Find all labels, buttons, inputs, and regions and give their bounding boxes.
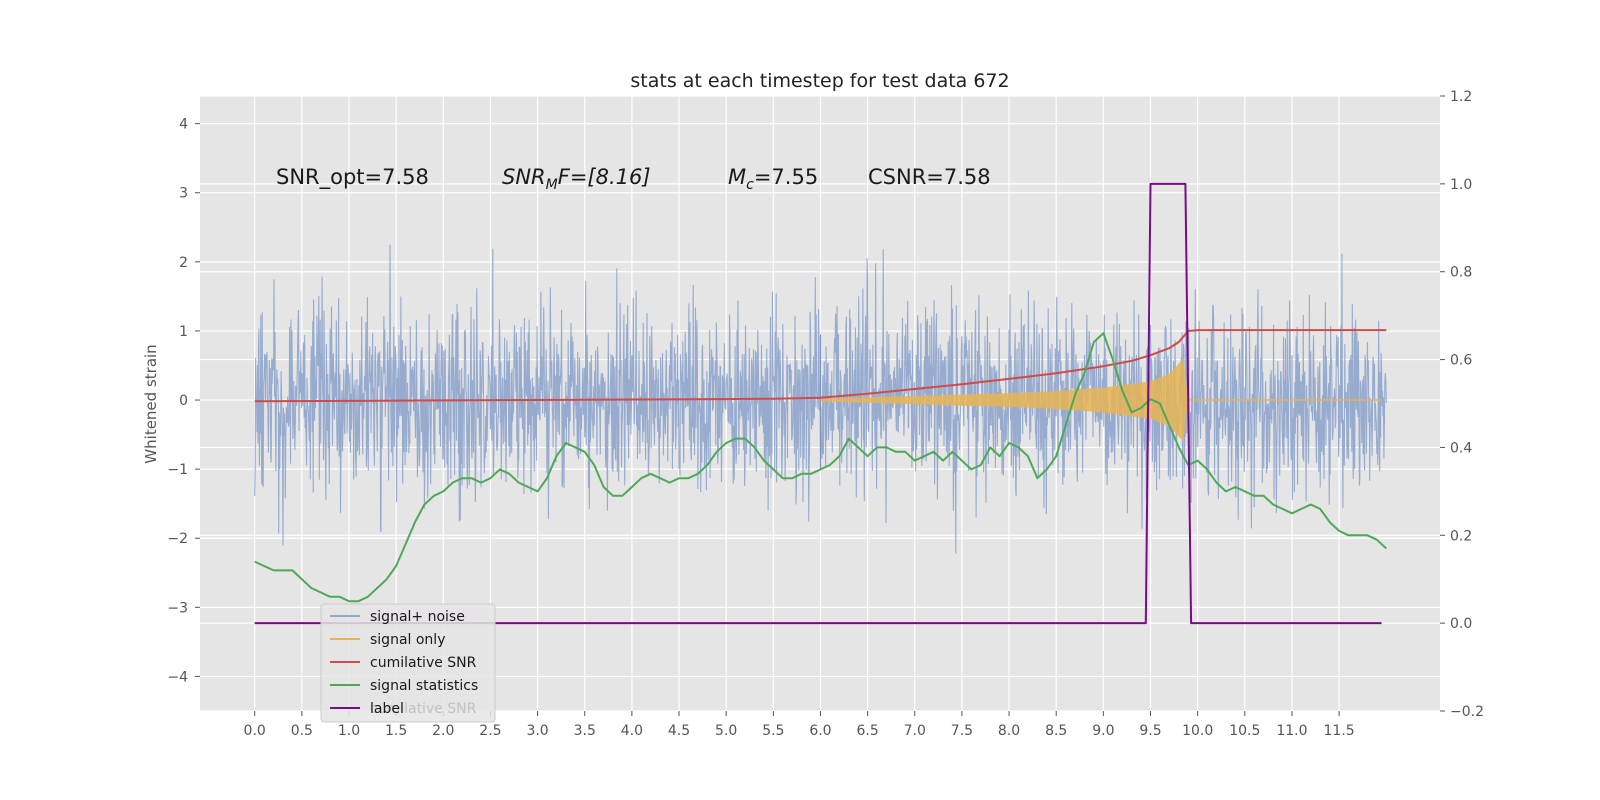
y-tick-label: 2	[179, 255, 188, 271]
annotation-snr-mf-rest: F=[8.16]	[558, 165, 651, 189]
annotation-snr-mf: SNRMF=[8.16]	[502, 165, 651, 193]
x-tick-label: 11.5	[1324, 723, 1355, 739]
y-tick-label: 1	[179, 324, 188, 340]
x-tick-label: 0.5	[291, 723, 313, 739]
y-tick-label: 0	[179, 393, 188, 409]
y-tick-label: 3	[179, 186, 188, 202]
x-tick-label: 6.5	[856, 723, 878, 739]
annotation-snr-opt: SNR_opt=7.58	[276, 165, 429, 190]
x-tick-label: 1.5	[385, 723, 407, 739]
y2-tick-label: 1.2	[1450, 89, 1472, 105]
x-tick-label: 4.5	[668, 723, 690, 739]
y-tick-label: −4	[167, 669, 188, 685]
x-tick-label: 3.5	[574, 723, 596, 739]
y2-tick-label: 0.6	[1450, 353, 1472, 369]
cumulative-snr-line	[254, 329, 1387, 403]
signal-statistics-series	[254, 332, 1387, 603]
x-tick-label: 4.0	[621, 723, 643, 739]
y-axis-label: Whitened strain	[142, 344, 160, 463]
legend-entry-label: signal only	[370, 632, 445, 648]
legend-box	[320, 603, 496, 723]
y-tick-label: −3	[167, 600, 188, 616]
signal-only-series	[820, 358, 1382, 442]
x-tick-label: 1.0	[338, 723, 360, 739]
label-series	[254, 182, 1382, 625]
legend-entry-label: cumilative SNR	[370, 655, 477, 671]
x-axis-ticks: 0.0 0.5 1.0 1.5 2.0 2.5 3.0 3.5 4.0 4.5 5.0 5.5 6.0 6…	[244, 711, 1355, 739]
x-tick-label: 2.5	[479, 723, 501, 739]
signal-only-envelope	[820, 358, 1189, 442]
x-tick-label: 8.5	[1045, 723, 1067, 739]
annotation-mc: Mc=7.55	[728, 165, 818, 193]
x-tick-label: 3.0	[526, 723, 548, 739]
annotation-csnr: CSNR=7.58	[868, 165, 991, 189]
x-tick-label: 2.0	[432, 723, 454, 739]
x-tick-label: 11.0	[1276, 723, 1307, 739]
legend-entry-label: signal+ noise	[370, 609, 465, 625]
legend-entry-label: label	[370, 701, 404, 717]
y2-tick-label: −0.2	[1450, 704, 1484, 720]
right-y-axis-ticks: 1.2 1.0 0.8 0.6 0.4 0.2 0.0 −0.2	[1440, 89, 1484, 720]
y-tick-label: 4	[179, 117, 188, 133]
y-axis-ticks: 4 3 2 1 0 −1 −2 −3 −4	[167, 117, 200, 685]
annotation-snr-mf-sub: M	[546, 177, 558, 193]
y2-tick-label: 0.8	[1450, 265, 1472, 281]
annotation-mc-sub: c	[746, 177, 754, 193]
y2-tick-label: 0.0	[1450, 616, 1472, 632]
x-tick-label: 9.5	[1139, 723, 1161, 739]
x-tick-label: 5.5	[762, 723, 784, 739]
y-tick-label: −1	[167, 462, 188, 478]
x-tick-label: 10.0	[1182, 723, 1213, 739]
x-tick-label: 9.0	[1092, 723, 1114, 739]
x-tick-label: 7.0	[904, 723, 926, 739]
annotation-mc-main: M	[728, 165, 746, 189]
annotation-snr-mf-main: SNR	[502, 165, 546, 189]
x-tick-label: 8.0	[998, 723, 1020, 739]
chart-title: stats at each timestep for test data 672	[630, 70, 1009, 92]
x-tick-label: 7.5	[951, 723, 973, 739]
x-tick-label: 5.0	[715, 723, 737, 739]
signal-noise-series	[254, 244, 1387, 554]
y-tick-label: −2	[167, 531, 188, 547]
label-line	[254, 182, 1382, 625]
legend-entry-label: signal statistics	[370, 678, 478, 694]
legend-ghost-text: cumilative SNR	[370, 701, 477, 717]
signal-statistics-line	[254, 332, 1387, 603]
x-tick-label: 10.5	[1229, 723, 1260, 739]
y2-tick-label: 1.0	[1450, 177, 1472, 193]
cumulative-snr-series	[254, 329, 1387, 403]
annotation-mc-rest: =7.55	[754, 165, 818, 189]
y2-tick-label: 0.2	[1450, 528, 1472, 544]
x-tick-label: 0.0	[244, 723, 266, 739]
y2-tick-label: 0.4	[1450, 440, 1472, 456]
x-tick-label: 6.0	[809, 723, 831, 739]
legend: cumilative SNR signal+ noise signal only c…	[320, 603, 496, 723]
